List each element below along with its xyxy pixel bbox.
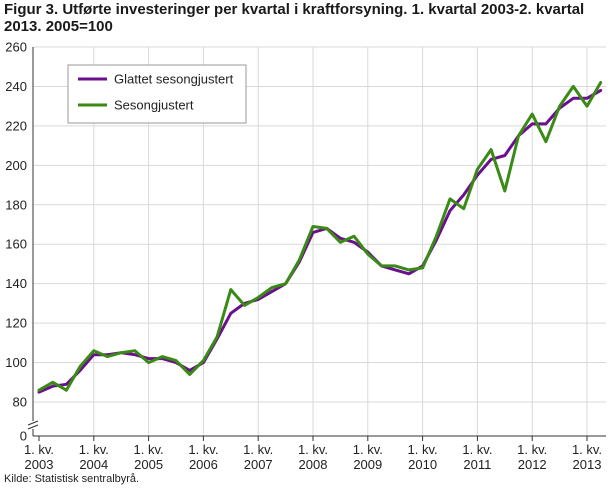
chart-title: Figur 3. Utførte investeringer per kvart…	[4, 1, 585, 35]
x-tick-label-quarter: 1. kv.	[79, 442, 109, 457]
x-tick-label-year: 2010	[408, 457, 437, 472]
x-tick-label-year: 2009	[353, 457, 382, 472]
y-tick-label: 160	[5, 237, 27, 252]
y-tick-label: 80	[13, 395, 27, 410]
legend-box	[67, 64, 247, 124]
axis-break-mask	[28, 421, 38, 429]
x-tick-label-year: 2012	[518, 457, 547, 472]
y-tick-label: 240	[5, 79, 27, 94]
series-lines	[37, 81, 603, 394]
legend: Glattet sesongjustert Sesongjustert	[67, 64, 247, 124]
axis-break-mark	[27, 424, 39, 430]
x-tick-label-quarter: 1. kv.	[243, 442, 273, 457]
x-tick-label-quarter: 1. kv.	[298, 442, 328, 457]
x-tick-label-year: 2005	[134, 457, 163, 472]
y-tick-label: 100	[5, 355, 27, 370]
x-tick-label-quarter: 1. kv.	[188, 442, 218, 457]
series-line-glattet-sesongjustert	[37, 88, 603, 394]
y-tick-label: 260	[5, 40, 27, 55]
x-tick-label-quarter: 1. kv.	[353, 442, 383, 457]
x-tick-label-year: 2006	[189, 457, 218, 472]
y-tick-labels: 0 80 100 120 140 160 180 200 220 240 260	[5, 40, 27, 444]
x-tick-label-quarter: 1. kv.	[408, 442, 438, 457]
x-tick-label-quarter: 1. kv.	[134, 442, 164, 457]
legend-label: Glattet sesongjustert	[114, 72, 234, 87]
y-tick-label: 0	[20, 429, 27, 444]
x-tick-label-year: 2013	[573, 457, 602, 472]
x-tick-label-quarter: 1. kv.	[24, 442, 54, 457]
x-tick-label-year: 2008	[299, 457, 328, 472]
series-line-sesongjustert	[37, 81, 603, 392]
x-tick-label-quarter: 1. kv.	[517, 442, 547, 457]
x-tick-label-year: 2003	[25, 457, 54, 472]
x-tick-label-quarter: 1. kv.	[462, 442, 492, 457]
x-tick-label-year: 2007	[244, 457, 273, 472]
axis-break-mark	[27, 420, 39, 426]
x-tick-label-year: 2011	[463, 457, 491, 472]
y-tick-label: 140	[5, 276, 27, 291]
source-note: Kilde: Statistisk sentralbyrå.	[4, 473, 140, 485]
y-tick-label: 200	[5, 158, 27, 173]
y-tick-label: 220	[5, 118, 27, 133]
y-tick-label: 120	[5, 316, 27, 331]
x-tick-label-year: 2004	[79, 457, 108, 472]
x-tick-label-quarter: 1. kv.	[572, 442, 602, 457]
axes	[27, 47, 606, 441]
y-tick-label: 180	[5, 197, 27, 212]
legend-label: Sesongjustert	[114, 98, 194, 113]
